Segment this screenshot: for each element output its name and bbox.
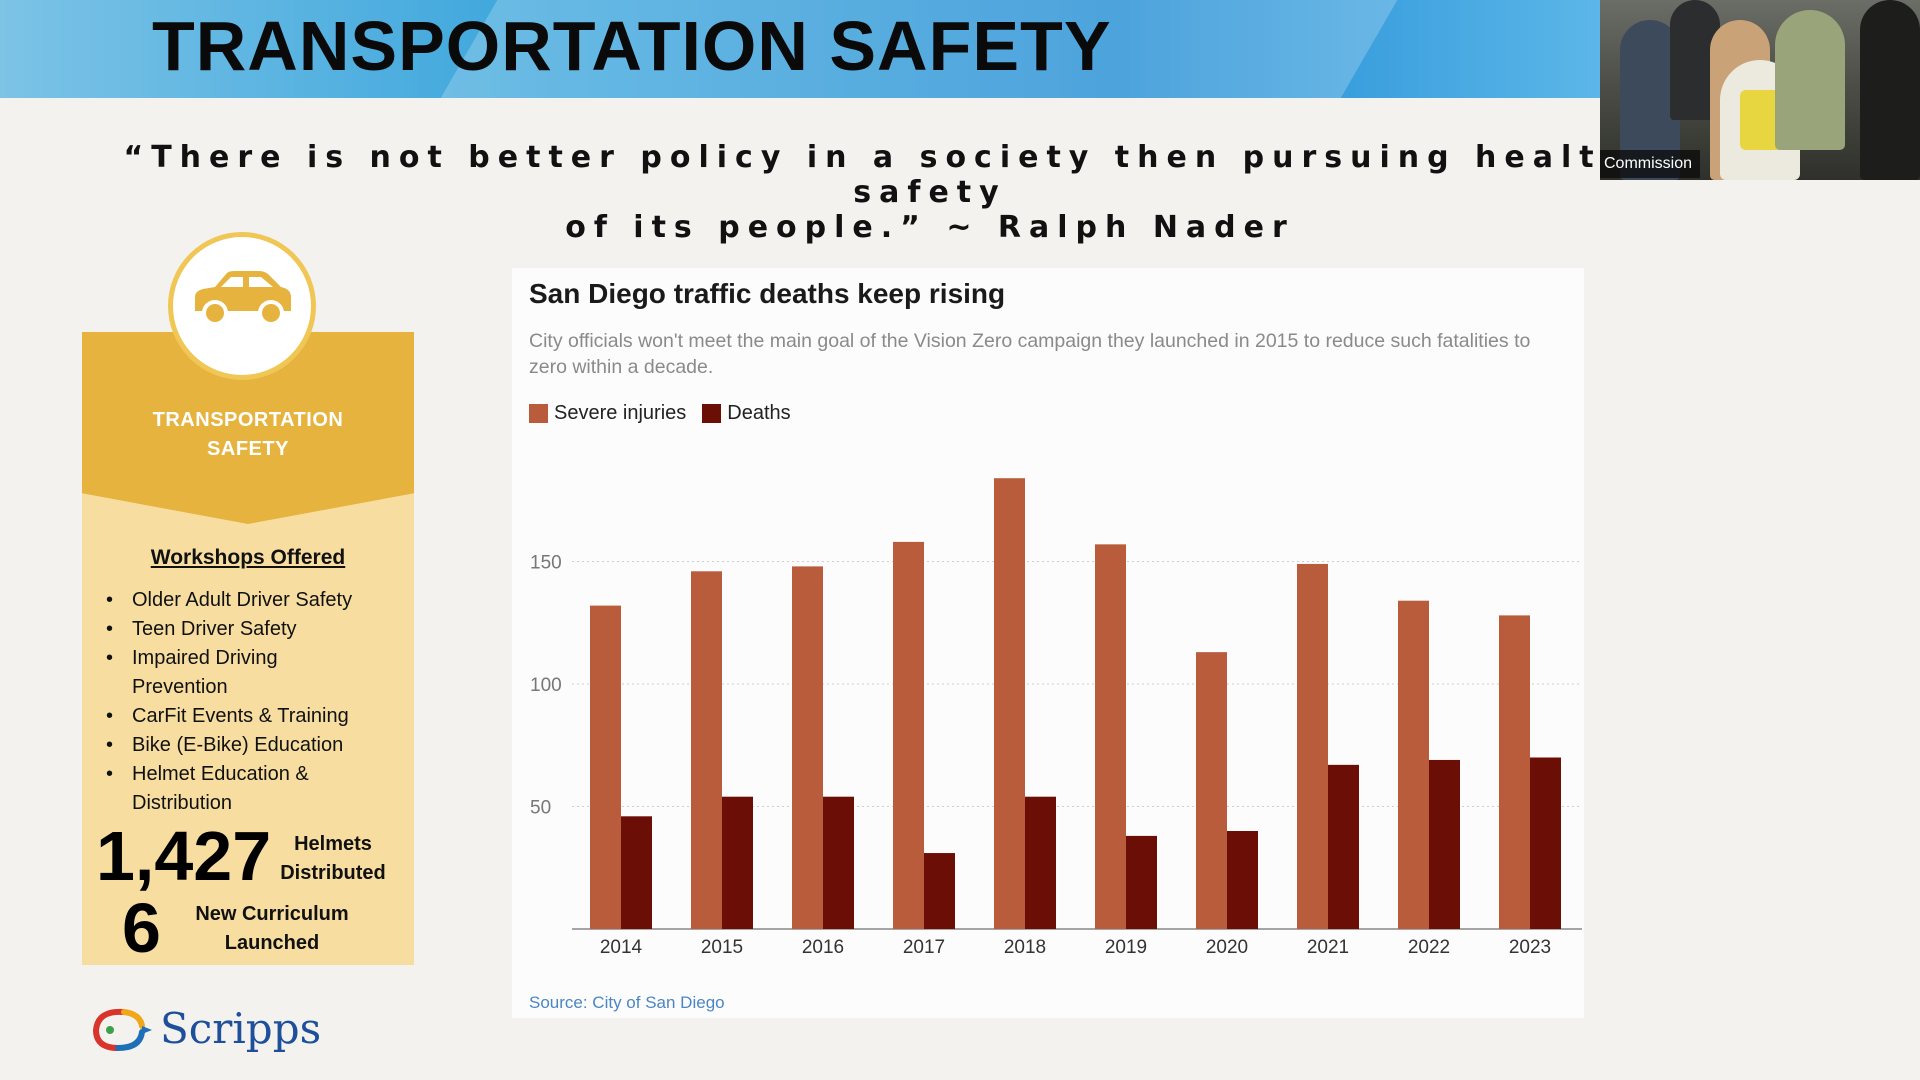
bar-severe-injuries	[1095, 544, 1126, 929]
bar-severe-injuries	[1297, 563, 1328, 929]
bar-severe-injuries	[590, 605, 621, 929]
x-tick-label: 2021	[1307, 937, 1349, 958]
legend-label-deaths: Deaths	[727, 402, 791, 424]
workshop-item: Impaired Driving Prevention	[104, 644, 312, 702]
bar-deaths	[1025, 796, 1056, 929]
y-tick-label: 50	[530, 798, 551, 819]
curriculum-label-line-1: New Curriculum	[195, 903, 349, 925]
bar-severe-injuries	[1398, 600, 1429, 929]
bar-severe-injuries	[1196, 652, 1227, 929]
x-tick-label: 2020	[1206, 937, 1248, 958]
scripps-swirl-icon	[92, 1008, 152, 1051]
bar-severe-injuries	[1499, 615, 1530, 929]
chart-source: Source: City of San Diego	[529, 993, 725, 1012]
workshop-item: Helmet Education & Distribution	[104, 760, 342, 818]
x-tick-label: 2019	[1105, 937, 1147, 958]
bar-deaths	[924, 853, 955, 929]
bar-deaths	[1126, 835, 1157, 929]
bar-severe-injuries	[691, 571, 722, 929]
helmets-count: 1,427	[96, 817, 272, 895]
helmets-label: Helmets Distributed	[268, 830, 398, 888]
bar-severe-injuries	[994, 478, 1025, 929]
person-figure	[1860, 0, 1920, 180]
card-title-line-2: SAFETY	[207, 438, 289, 460]
workshop-item: Teen Driver Safety	[104, 615, 404, 644]
bar-deaths	[1530, 757, 1561, 929]
y-tick-label: 150	[530, 553, 562, 574]
bar-deaths	[823, 796, 854, 929]
bar-severe-injuries	[893, 541, 924, 929]
chart-title: San Diego traffic deaths keep rising	[529, 278, 1006, 309]
x-tick-label: 2017	[903, 937, 945, 958]
workshop-item: Older Adult Driver Safety	[104, 586, 404, 615]
person-figure	[1775, 10, 1845, 150]
bar-deaths	[1429, 759, 1460, 929]
x-tick-label: 2016	[802, 937, 844, 958]
bar-deaths	[1328, 764, 1359, 929]
x-tick-label: 2015	[701, 937, 743, 958]
bar-deaths	[722, 796, 753, 929]
x-tick-label: 2014	[600, 937, 643, 958]
legend-label-severe: Severe injuries	[554, 402, 687, 424]
helmets-label-line-1: Helmets	[294, 833, 372, 855]
video-label: Commission	[1600, 150, 1700, 178]
legend-swatch-deaths	[702, 404, 722, 423]
header-banner: TRANSPORTATION SAFETY	[0, 0, 1600, 98]
quote-line-2: of its people.” ~ Ralph Nader	[565, 210, 1295, 245]
workshop-item: CarFit Events & Training	[104, 702, 404, 731]
helmets-label-line-2: Distributed	[280, 862, 386, 884]
car-icon	[195, 271, 291, 326]
quote: “There is not better policy in a society…	[120, 140, 1740, 245]
legend-swatch-severe	[529, 404, 548, 423]
legend-item-deaths: Deaths	[702, 402, 791, 425]
video-thumbnail[interactable]: Commission	[1600, 0, 1920, 180]
card-title-line-1: TRANSPORTATION	[152, 409, 344, 431]
workshop-item: Bike (E-Bike) Education	[104, 731, 404, 760]
car-badge	[168, 232, 316, 380]
page-title: TRANSPORTATION SAFETY	[152, 7, 1112, 85]
x-tick-label: 2022	[1408, 937, 1450, 958]
workshops-title: Workshops Offered	[150, 546, 346, 569]
curriculum-label: New Curriculum Launched	[186, 900, 358, 958]
legend-item-severe: Severe injuries	[529, 402, 686, 425]
y-tick-label: 100	[530, 675, 562, 696]
quote-line-1: “There is not better policy in a society…	[123, 140, 1737, 210]
x-tick-label: 2023	[1509, 937, 1551, 958]
curriculum-count: 6	[122, 889, 161, 967]
bar-deaths	[1227, 831, 1258, 929]
chart-legend: Severe injuries Deaths	[529, 402, 807, 425]
scripps-wordmark: Scripps	[160, 1004, 322, 1053]
bar-deaths	[621, 816, 652, 929]
x-tick-label: 2018	[1004, 937, 1046, 958]
curriculum-label-line-2: Launched	[224, 932, 320, 954]
workshops-list: Older Adult Driver Safety Teen Driver Sa…	[104, 586, 404, 818]
bar-severe-injuries	[792, 566, 823, 929]
chart-subtitle: City officials won't meet the main goal …	[529, 330, 1531, 378]
card-title: TRANSPORTATION SAFETY	[82, 406, 414, 464]
